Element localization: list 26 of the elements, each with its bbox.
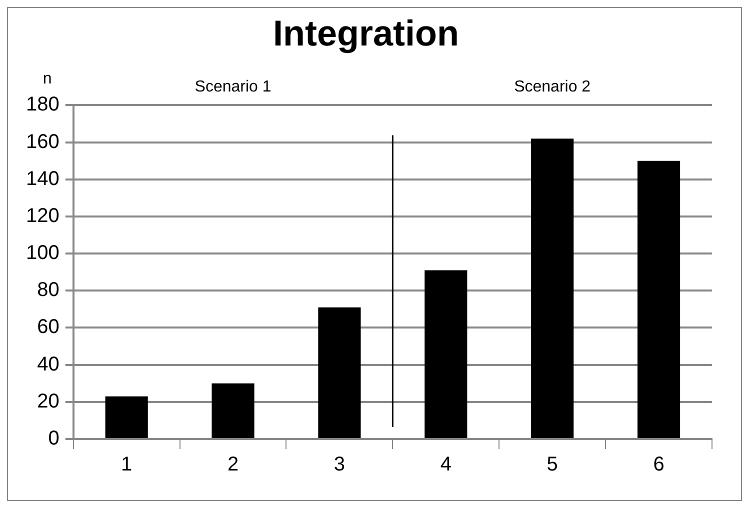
chart-title: Integration <box>273 12 459 54</box>
y-tick-label: 180 <box>26 94 60 116</box>
y-tick-label: 80 <box>37 279 60 302</box>
bar <box>424 270 468 438</box>
text: Scenario 1 <box>194 78 272 96</box>
y-tick-label: 60 <box>37 316 60 338</box>
y-tick-label: 120 <box>26 204 60 227</box>
bar <box>318 307 361 438</box>
x-tick-label: 1 <box>121 454 132 476</box>
y-tick-label: 40 <box>37 353 60 376</box>
y-tick-label: 160 <box>26 130 60 153</box>
x-tick-label: 4 <box>440 454 452 476</box>
y-tick-label: 0 <box>48 428 60 450</box>
x-tick-label: 6 <box>653 454 664 476</box>
x-tick-label: 2 <box>227 454 239 476</box>
text: Scenario 2 <box>514 78 591 96</box>
y-axis-title: n <box>42 70 52 88</box>
y-tick-label: 140 <box>26 168 60 190</box>
x-tick-label: 5 <box>546 454 558 476</box>
bar <box>637 160 680 438</box>
x-tick-label: 3 <box>334 454 346 476</box>
y-tick-label: 100 <box>26 242 60 264</box>
y-tick-label: 20 <box>37 390 60 412</box>
bar <box>531 138 574 438</box>
bar <box>105 396 148 438</box>
bar <box>212 383 254 438</box>
